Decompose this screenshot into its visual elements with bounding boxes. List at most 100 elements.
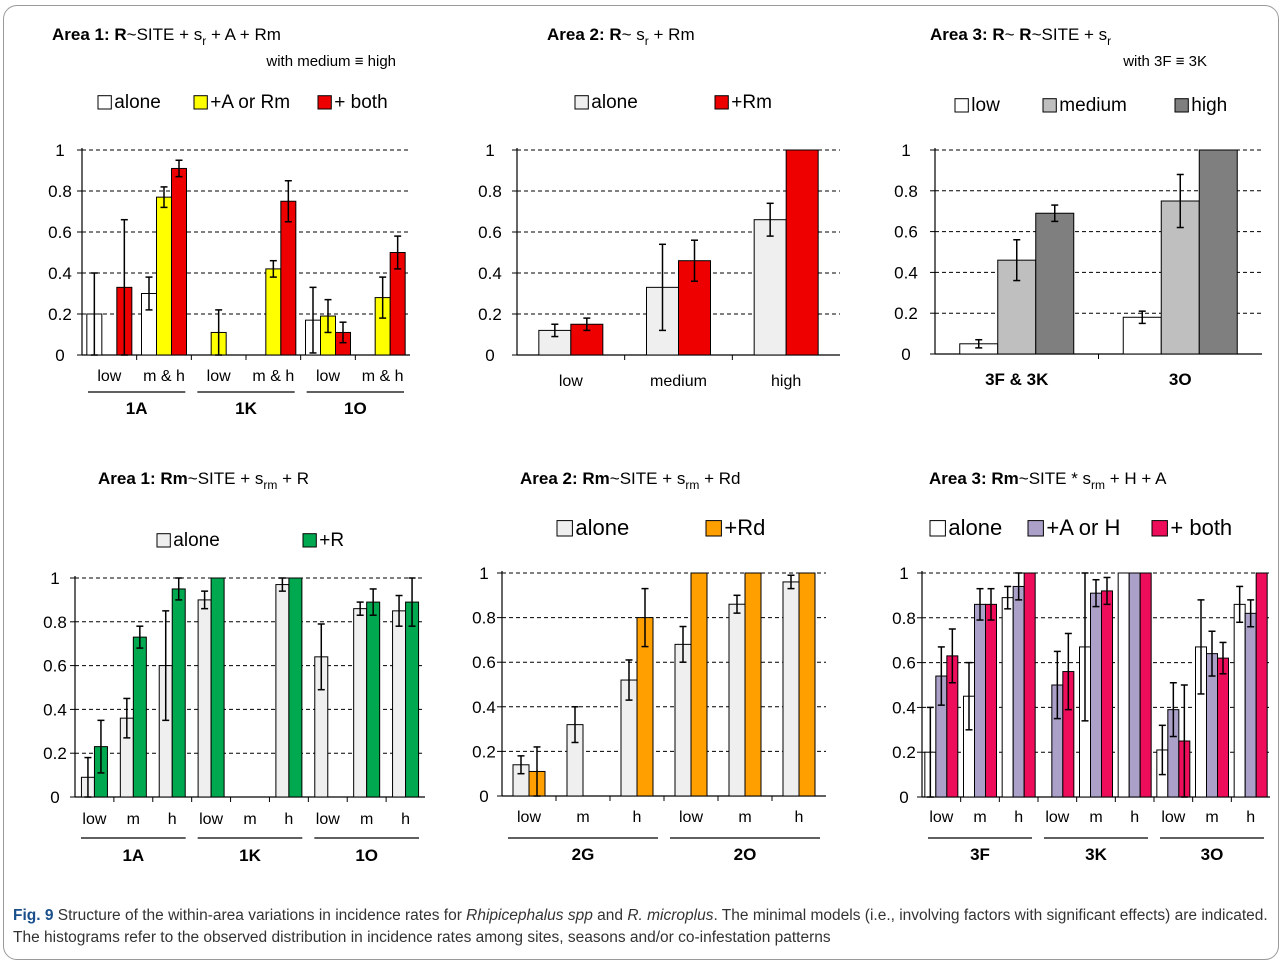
y-tick-label: 0: [479, 787, 488, 806]
chart-title-formula: ~SITE + s: [610, 469, 686, 488]
y-tick-label: 0.4: [48, 264, 72, 283]
y-tick-label: 0: [901, 345, 910, 364]
chart-6: Area 3: Rm~SITE * srm + H + A alone +A or …: [892, 469, 1270, 864]
x-category-label: h: [1014, 809, 1023, 826]
legend-swatch: [929, 520, 946, 537]
y-tick-label: 0.6: [48, 223, 72, 242]
y-tick-label: 1: [50, 569, 59, 588]
x-category-label: m & h: [252, 368, 294, 385]
group-label: 2O: [734, 845, 757, 864]
group-label: 1O: [355, 846, 378, 865]
group-label: 3O: [1201, 845, 1224, 864]
chart-4: Area 1: Rm~SITE + srm + R alone +R 0 0.2 0.4 0…: [43, 469, 425, 865]
bar: [1012, 585, 1025, 798]
x-category-label: m: [360, 811, 373, 828]
group-label: 3F: [970, 845, 990, 864]
y-tick-label: 1: [901, 141, 910, 160]
bar: [753, 219, 787, 356]
x-category-label: h: [1130, 809, 1139, 826]
x-category-label: m: [1089, 809, 1102, 826]
x-category-label: low: [1161, 809, 1185, 826]
bar: [171, 588, 186, 798]
chart-3: Area 3: R~ R~SITE + sr with 3F ≡ 3K low med…: [894, 25, 1262, 389]
bar: [132, 636, 147, 798]
y-tick-label: 0.4: [43, 700, 67, 719]
x-category-label: m: [738, 809, 751, 826]
bar: [1128, 572, 1141, 798]
chart-title-formula-end: + Rd: [699, 469, 740, 488]
bar: [1090, 592, 1102, 798]
group-label: 1A: [122, 846, 144, 865]
chart-title-bold: Area 2: R: [547, 25, 622, 44]
bar: [392, 610, 407, 798]
bar: [1244, 612, 1257, 798]
group-label: 1K: [239, 846, 261, 865]
y-tick-label: 0.8: [894, 182, 918, 201]
legend-label: alone: [173, 530, 220, 551]
x-category-label: h: [168, 811, 177, 828]
legend-swatch: [1027, 520, 1044, 537]
x-category-label: low: [97, 368, 121, 385]
legend-label: high: [1191, 95, 1227, 116]
x-category-label: m: [127, 811, 140, 828]
group-label: 1A: [126, 399, 148, 418]
x-category-label: low: [199, 811, 223, 828]
chart-title-bold: Area 1: R: [52, 25, 127, 44]
y-tick-label: 0.4: [478, 264, 502, 283]
legend-label: +Rd: [724, 515, 765, 540]
chart-title-subscript: rm: [263, 478, 277, 492]
legend-swatch: [574, 95, 589, 110]
y-tick-label: 0.2: [894, 304, 918, 323]
caption-species-2: R. microplus: [627, 907, 714, 924]
caption-text-2: and: [592, 907, 628, 924]
caption-text-3: . The minimal models (i.e., involving fa…: [13, 907, 1268, 946]
legend-label: +A or Rm: [210, 92, 290, 113]
y-tick-label: 0.6: [472, 653, 496, 672]
bar: [1023, 572, 1036, 798]
y-tick-label: 1: [479, 564, 488, 583]
figure-frame: [3, 5, 1279, 960]
legend-swatch: [156, 533, 171, 548]
bar: [728, 603, 746, 797]
bar: [156, 196, 172, 356]
y-tick-label: 0.6: [894, 223, 918, 242]
chart-title: Area 1: Rm~SITE + srm + R: [98, 469, 309, 492]
bar: [366, 601, 381, 798]
group-label: 3K: [1085, 845, 1107, 864]
legend-swatch: [97, 95, 112, 110]
y-tick-label: 0.8: [892, 609, 916, 628]
bar: [538, 329, 572, 356]
caption-fig-label: Fig. 9: [13, 907, 54, 924]
y-tick-label: 0.8: [43, 613, 67, 632]
chart-title-bold: Area 2: Rm: [520, 469, 610, 488]
bar: [1233, 603, 1246, 798]
caption-text-1: Structure of the within-area variations …: [53, 907, 467, 924]
bar: [288, 577, 303, 798]
y-tick-label: 1: [485, 141, 494, 160]
y-tick-label: 1: [899, 564, 908, 583]
legend-swatch: [954, 98, 969, 113]
chart-title: Area 2: R~ sr + Rm: [547, 25, 695, 48]
chart-title-bold: Area 3: Rm: [929, 469, 1019, 488]
y-tick-label: 0: [50, 788, 59, 807]
chart-title-formula-end: + H + A: [1105, 469, 1167, 488]
legend-swatch: [302, 533, 317, 548]
bar: [1035, 212, 1075, 355]
y-tick-label: 0.8: [48, 182, 72, 201]
y-tick-label: 0.4: [892, 698, 916, 717]
legend-label: +A or H: [1046, 515, 1120, 540]
x-category-label: high: [771, 373, 801, 390]
legend-label: + both: [334, 92, 387, 113]
chart-title-formula-end: + R: [277, 469, 309, 488]
chart-title-bold-2: R: [1019, 25, 1031, 44]
bar: [1117, 572, 1130, 798]
x-category-label: m: [576, 809, 589, 826]
chart-title-formula: ~ s: [622, 25, 645, 44]
chart-title-formula: ~SITE * s: [1019, 469, 1091, 488]
legend-swatch: [1042, 98, 1057, 113]
chart-title-bold: Area 3: R: [930, 25, 1005, 44]
bar: [782, 581, 800, 797]
x-category-label: h: [1246, 809, 1255, 826]
